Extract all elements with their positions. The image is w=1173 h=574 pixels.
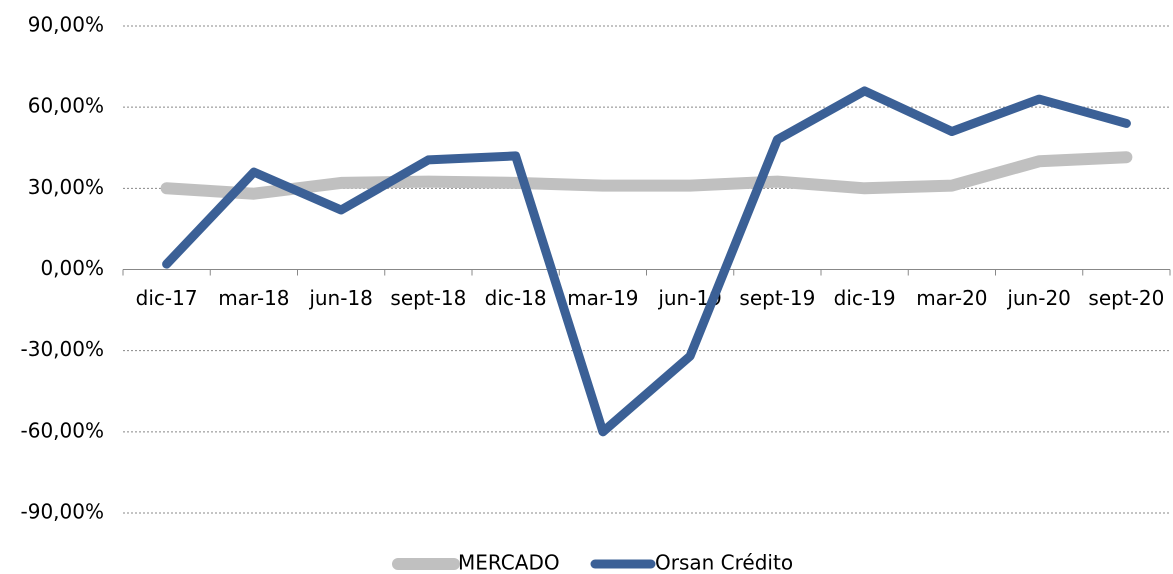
y-tick-label: 30,00% (28, 175, 104, 199)
x-tick-label: dic-18 (485, 286, 547, 310)
y-tick-label: -90,00% (21, 500, 104, 524)
y-tick-label: 90,00% (28, 13, 104, 37)
x-tick-label: jun-18 (308, 286, 373, 310)
x-tick-label: mar-19 (567, 286, 638, 310)
legend-label: MERCADO (458, 551, 560, 574)
x-tick-label: dic-17 (136, 286, 198, 310)
series-line (160, 151, 1133, 200)
series-line (162, 86, 1131, 437)
x-tick-label: sept-18 (390, 286, 466, 310)
y-tick-label: 0,00% (40, 256, 104, 280)
x-tick-label: mar-20 (916, 286, 987, 310)
x-tick-label: dic-19 (834, 286, 896, 310)
x-tick-label: sept-20 (1088, 286, 1164, 310)
x-tick-label: mar-18 (218, 286, 289, 310)
y-tick-label: -60,00% (21, 418, 104, 442)
x-tick-label: jun-20 (1006, 286, 1071, 310)
y-tick-label: -30,00% (21, 337, 104, 361)
y-tick-label: 60,00% (28, 94, 104, 118)
x-tick-label: sept-19 (739, 286, 815, 310)
legend-label: Orsan Crédito (655, 551, 793, 574)
